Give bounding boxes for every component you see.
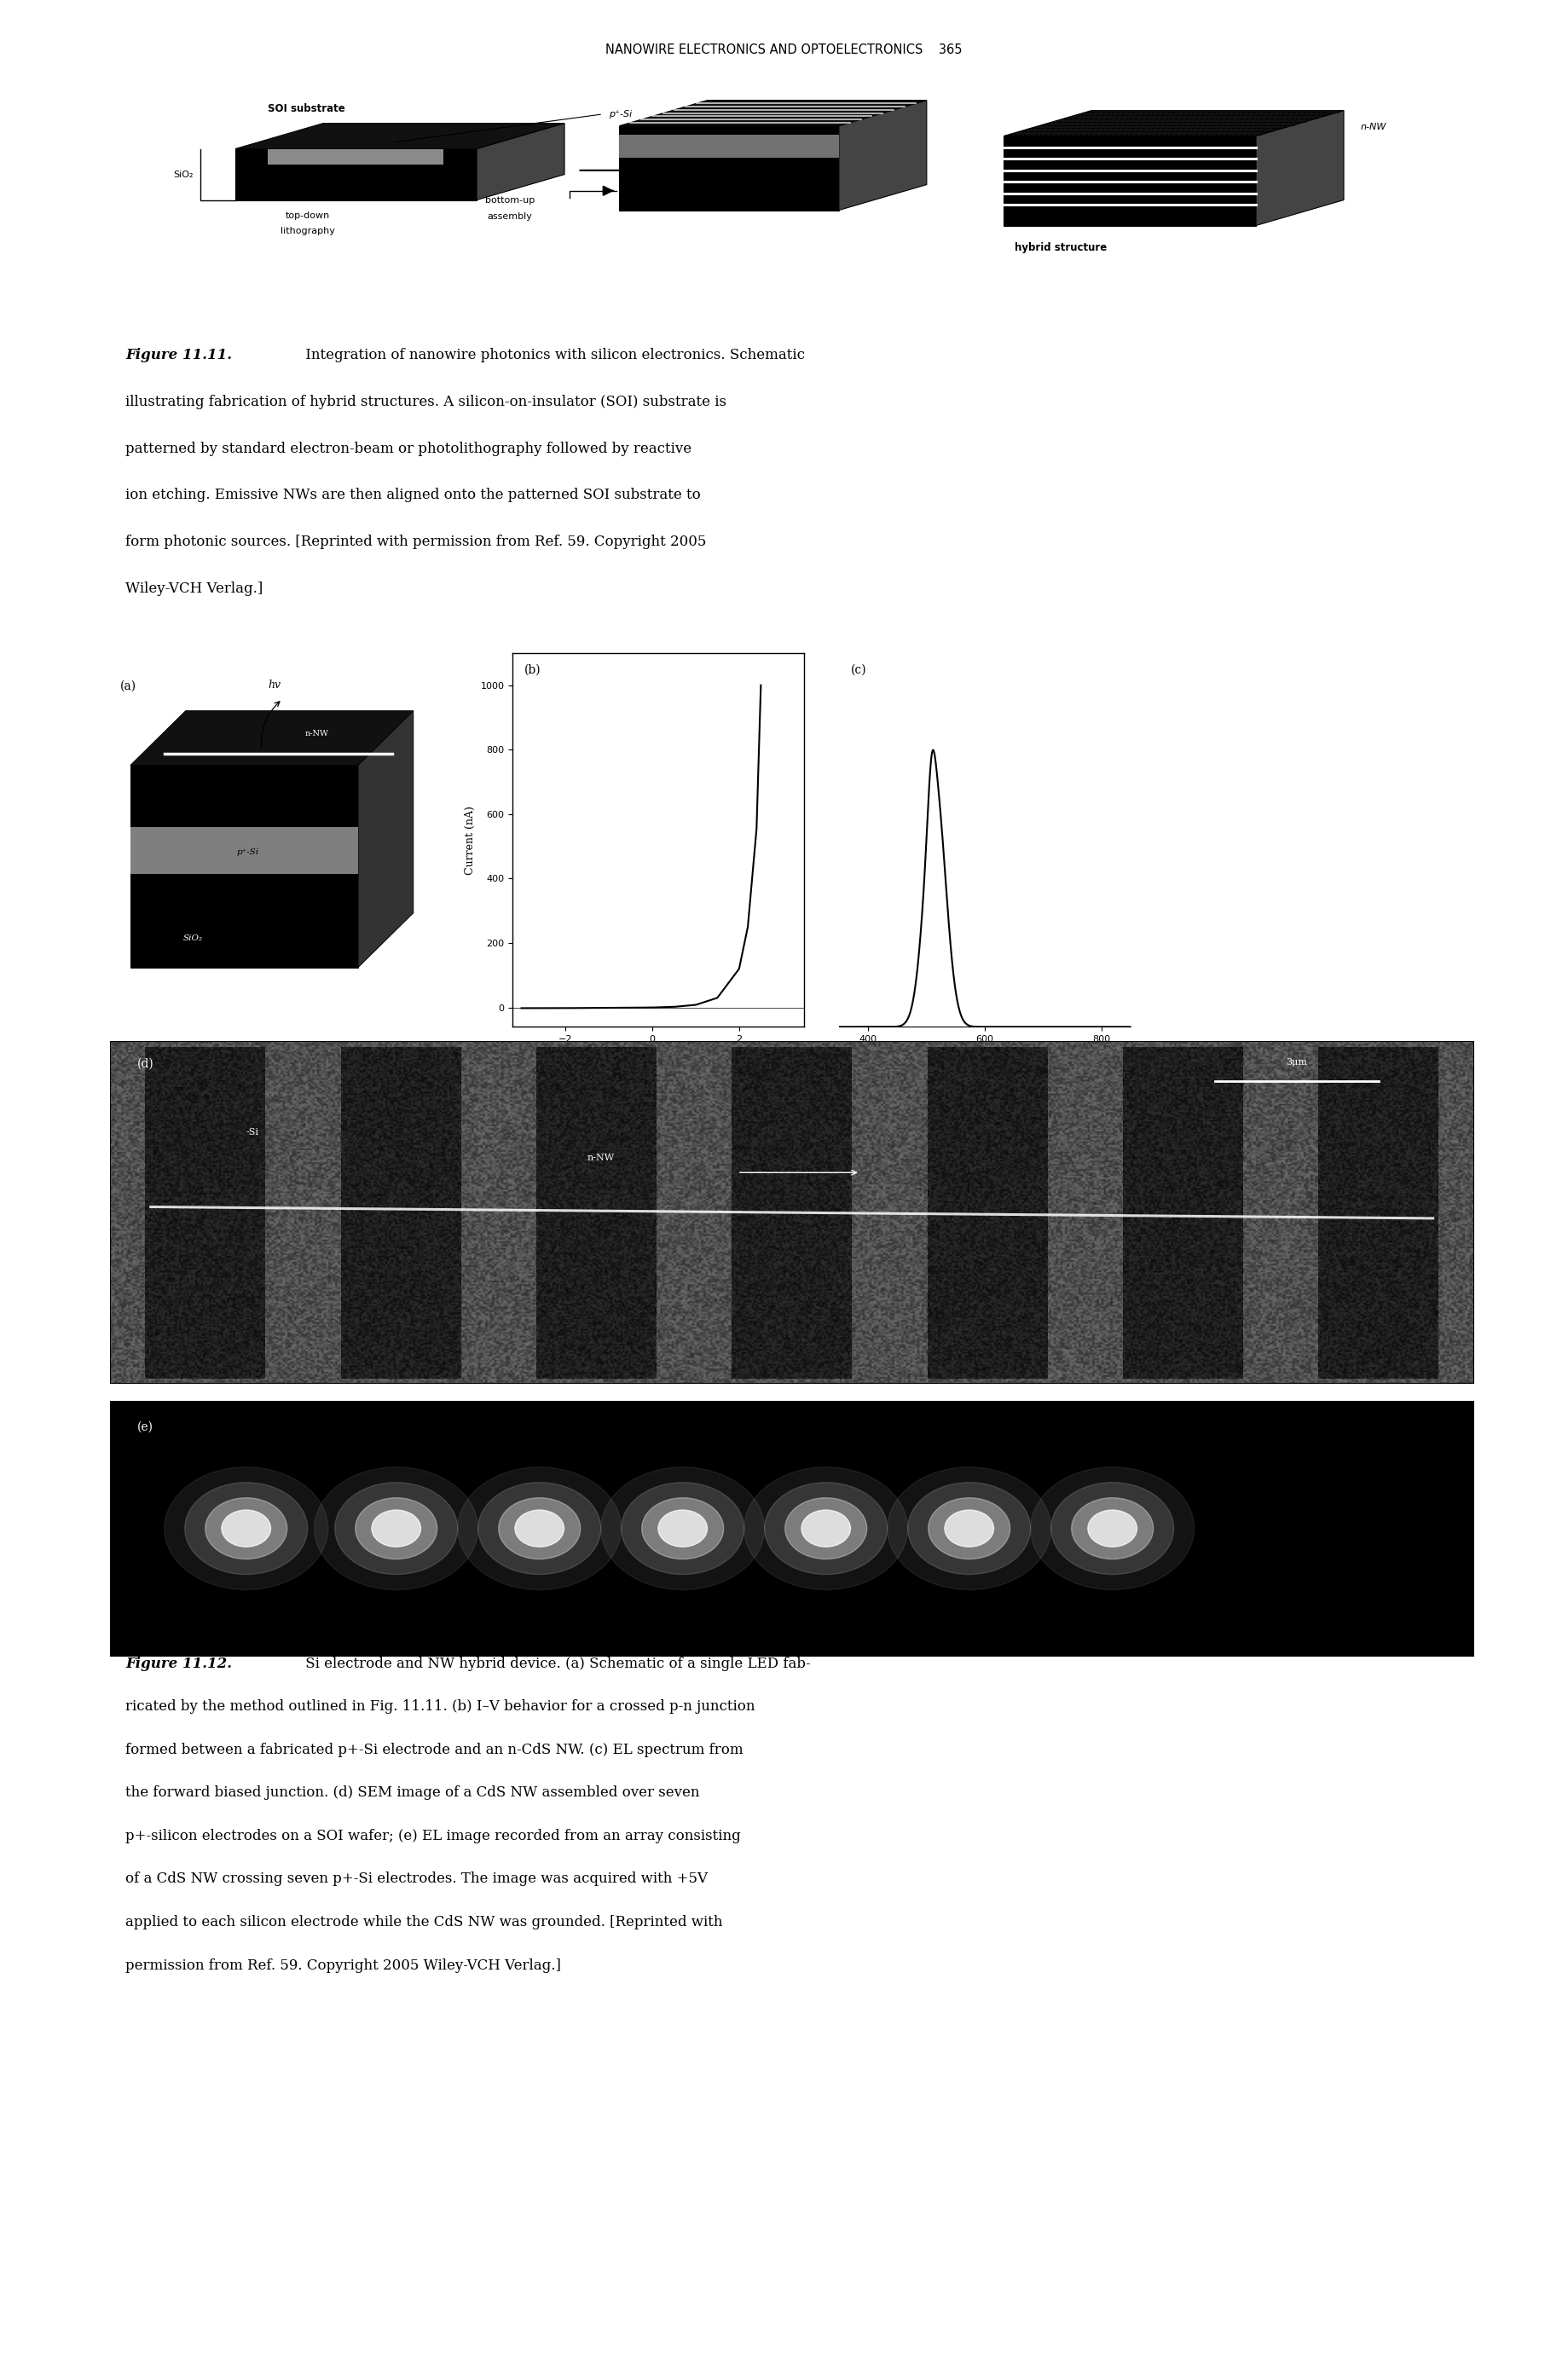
Text: SiO₂: SiO₂ <box>174 170 193 180</box>
Circle shape <box>205 1498 287 1559</box>
Circle shape <box>478 1483 601 1573</box>
Circle shape <box>356 1498 437 1559</box>
Text: assembly: assembly <box>488 213 532 220</box>
Text: (b): (b) <box>524 665 541 677</box>
Circle shape <box>928 1498 1010 1559</box>
Polygon shape <box>235 123 564 149</box>
Text: p⁺-Si: p⁺-Si <box>237 849 259 856</box>
Text: form photonic sources. [Reprinted with permission from Ref. 59. Copyright 2005: form photonic sources. [Reprinted with p… <box>125 535 707 549</box>
Circle shape <box>221 1510 271 1547</box>
Circle shape <box>336 1483 458 1573</box>
Text: SOI substrate: SOI substrate <box>268 104 345 114</box>
Text: n-NW: n-NW <box>304 729 329 738</box>
X-axis label: Wavelength (nm): Wavelength (nm) <box>939 1048 1030 1060</box>
Text: -Si: -Si <box>246 1129 259 1136</box>
Polygon shape <box>268 149 444 163</box>
Text: Wiley-VCH Verlag.]: Wiley-VCH Verlag.] <box>125 582 263 596</box>
Polygon shape <box>1004 111 1344 137</box>
Circle shape <box>458 1467 621 1590</box>
Text: of a CdS NW crossing seven p+-Si electrodes. The image was acquired with +5V: of a CdS NW crossing seven p+-Si electro… <box>125 1872 707 1886</box>
Circle shape <box>801 1510 850 1547</box>
Circle shape <box>165 1467 328 1590</box>
Circle shape <box>641 1498 723 1559</box>
Text: Integration of nanowire photonics with silicon electronics. Schematic: Integration of nanowire photonics with s… <box>301 348 804 362</box>
Circle shape <box>372 1510 420 1547</box>
Polygon shape <box>130 828 358 873</box>
Text: hybrid structure: hybrid structure <box>1014 241 1107 253</box>
Text: (c): (c) <box>850 665 867 677</box>
Circle shape <box>499 1498 580 1559</box>
Circle shape <box>887 1467 1051 1590</box>
Text: SiO₂: SiO₂ <box>183 935 202 942</box>
Text: lithography: lithography <box>281 227 336 234</box>
Text: p+-silicon electrodes on a SOI wafer; (e) EL image recorded from an array consis: p+-silicon electrodes on a SOI wafer; (e… <box>125 1829 740 1843</box>
Text: the forward biased junction. (d) SEM image of a CdS NW assembled over seven: the forward biased junction. (d) SEM ima… <box>125 1786 699 1801</box>
Text: NANOWIRE ELECTRONICS AND OPTOELECTRONICS    365: NANOWIRE ELECTRONICS AND OPTOELECTRONICS… <box>605 43 963 57</box>
Text: Si electrode and NW hybrid device. (a) Schematic of a single LED fab-: Si electrode and NW hybrid device. (a) S… <box>301 1656 811 1670</box>
Circle shape <box>1051 1483 1174 1573</box>
Text: n-NW: n-NW <box>1359 123 1386 132</box>
Text: patterned by standard electron-beam or photolithography followed by reactive: patterned by standard electron-beam or p… <box>125 442 691 457</box>
Circle shape <box>1071 1498 1154 1559</box>
Text: 3μm: 3μm <box>1286 1058 1308 1067</box>
Circle shape <box>185 1483 307 1573</box>
Polygon shape <box>839 99 927 211</box>
Y-axis label: Current (nA): Current (nA) <box>464 804 475 875</box>
Circle shape <box>1030 1467 1195 1590</box>
Circle shape <box>601 1467 765 1590</box>
Circle shape <box>659 1510 707 1547</box>
Circle shape <box>908 1483 1030 1573</box>
Circle shape <box>621 1483 745 1573</box>
Polygon shape <box>1256 111 1344 225</box>
Text: applied to each silicon electrode while the CdS NW was grounded. [Reprinted with: applied to each silicon electrode while … <box>125 1914 723 1928</box>
Text: (e): (e) <box>136 1422 154 1434</box>
Polygon shape <box>235 149 477 201</box>
Polygon shape <box>619 99 927 125</box>
Polygon shape <box>1004 137 1256 225</box>
Text: Figure 11.12.: Figure 11.12. <box>125 1656 232 1670</box>
Polygon shape <box>130 710 414 764</box>
Circle shape <box>1088 1510 1137 1547</box>
X-axis label: Voltage (V): Voltage (V) <box>629 1048 688 1060</box>
Polygon shape <box>358 710 414 968</box>
Circle shape <box>944 1510 994 1547</box>
Text: (d): (d) <box>136 1058 154 1069</box>
Polygon shape <box>619 135 839 159</box>
Polygon shape <box>477 123 564 201</box>
Text: formed between a fabricated p+-Si electrode and an n-CdS NW. (c) EL spectrum fro: formed between a fabricated p+-Si electr… <box>125 1741 743 1758</box>
Text: hv: hv <box>268 679 281 691</box>
Polygon shape <box>619 125 839 211</box>
Text: top-down: top-down <box>285 211 329 220</box>
Text: ricated by the method outlined in Fig. 11.11. (b) I–V behavior for a crossed p-n: ricated by the method outlined in Fig. 1… <box>125 1699 756 1713</box>
Circle shape <box>314 1467 478 1590</box>
Text: n-NW: n-NW <box>586 1152 615 1162</box>
Polygon shape <box>130 764 358 968</box>
Circle shape <box>765 1483 887 1573</box>
Text: p⁺-Si: p⁺-Si <box>608 109 632 118</box>
Text: Figure 11.11.: Figure 11.11. <box>125 348 232 362</box>
Circle shape <box>786 1498 867 1559</box>
Text: illustrating fabrication of hybrid structures. A silicon-on-insulator (SOI) subs: illustrating fabrication of hybrid struc… <box>125 395 726 409</box>
Text: bottom-up: bottom-up <box>485 196 535 203</box>
Circle shape <box>514 1510 564 1547</box>
Text: ion etching. Emissive NWs are then aligned onto the patterned SOI substrate to: ion etching. Emissive NWs are then align… <box>125 487 701 502</box>
Text: permission from Ref. 59. Copyright 2005 Wiley-VCH Verlag.]: permission from Ref. 59. Copyright 2005 … <box>125 1959 561 1973</box>
Circle shape <box>745 1467 908 1590</box>
Text: (a): (a) <box>121 679 136 691</box>
